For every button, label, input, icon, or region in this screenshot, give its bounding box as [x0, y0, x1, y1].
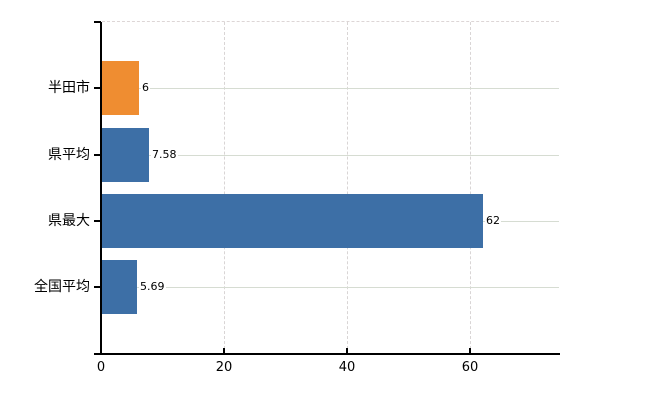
- x-gridline: [224, 22, 225, 354]
- y-axis-tick: [94, 220, 101, 222]
- value-label: 5.69: [139, 280, 166, 294]
- category-label: 県平均: [48, 147, 90, 163]
- x-axis-tick: [346, 348, 348, 354]
- bar[interactable]: [102, 128, 149, 182]
- y-axis-top-tick: [94, 21, 101, 23]
- category-gridline: [101, 155, 559, 156]
- x-tick-label: 0: [96, 360, 106, 375]
- y-axis-tick: [94, 154, 101, 156]
- plot-top-border: [102, 21, 559, 22]
- x-tick-label: 20: [215, 360, 233, 375]
- y-axis-line: [100, 22, 102, 354]
- bar[interactable]: [102, 61, 139, 115]
- value-label: 62: [485, 214, 501, 228]
- x-gridline: [347, 22, 348, 354]
- x-axis-tick: [469, 348, 471, 354]
- bar[interactable]: [102, 194, 483, 248]
- category-label: 県最大: [48, 213, 90, 229]
- category-gridline: [101, 287, 559, 288]
- bar[interactable]: [102, 260, 137, 314]
- x-tick-label: 60: [461, 360, 479, 375]
- x-gridline: [470, 22, 471, 354]
- x-axis-tick: [223, 348, 225, 354]
- value-label: 6: [141, 81, 150, 95]
- x-tick-label: 40: [338, 360, 356, 375]
- category-gridline: [101, 88, 559, 89]
- value-label: 7.58: [151, 148, 178, 162]
- category-label: 全国平均: [34, 279, 90, 295]
- y-axis-tick: [94, 286, 101, 288]
- y-axis-tick: [94, 87, 101, 89]
- category-label: 半田市: [48, 80, 90, 96]
- x-axis-line: [94, 353, 560, 355]
